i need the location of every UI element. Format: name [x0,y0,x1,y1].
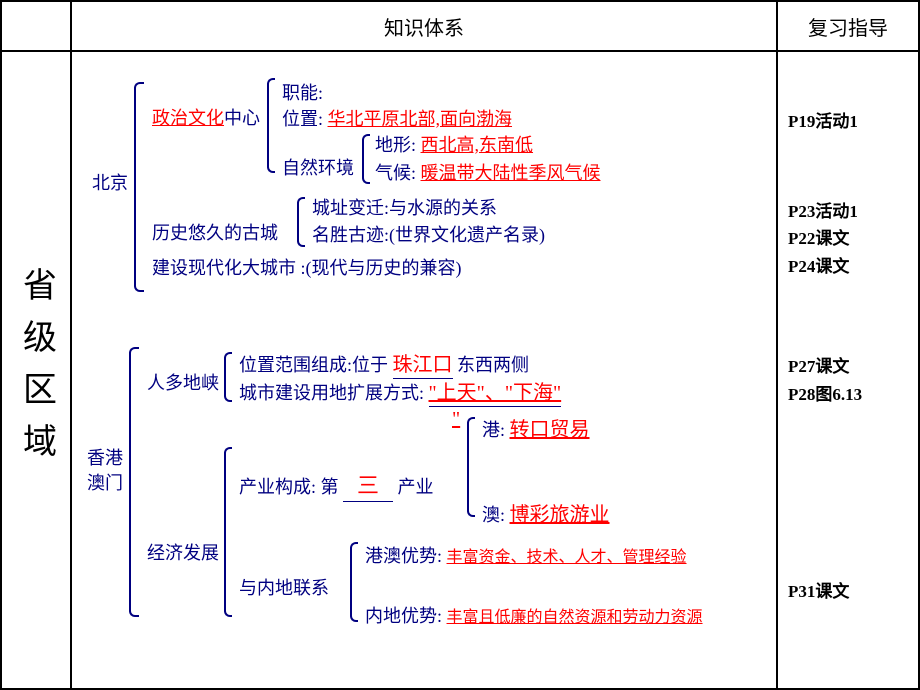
terrain-label: 地形: [375,135,416,155]
industry2-label: 产业 [398,477,434,497]
beijing-label: 北京 [92,172,128,195]
brace-econ [224,447,232,617]
modern-text: 建设现代化大城市 :(现代与历史的兼容) [152,257,462,280]
hk-row: 港: 转口贸易 [482,417,590,443]
guide-4: P24课文 [788,252,849,277]
guide-7: P31课文 [788,577,849,602]
side-text: 东西两侧 [457,355,529,375]
landext-label: 城市建设用地扩展方式: [239,383,424,403]
climate-row: 气候: 暖温带大陆性季风气候 [375,162,601,185]
sky-quote-end: " [452,406,460,432]
sky-val: "上天"、"下海" [429,380,562,407]
hkadv-val: 丰富资金、技术、人才、管理经验 [447,549,687,566]
mladv-row: 内地优势: 丰富且低廉的自然资源和劳动力资源 [365,605,703,629]
mladv-val: 丰富且低廉的自然资源和劳动力资源 [447,609,703,626]
header-left-blank [2,2,72,50]
terrain-val: 西北高,东南低 [421,135,534,155]
brace-hkmo [129,347,139,617]
hk-val: 转口贸易 [510,419,590,441]
guide-5: P27课文 [788,352,849,377]
guide-2: P23活动1 [788,197,858,222]
body-row: 省级区域 北京 政治文化中心 职能: 位置: 华北平原北部,面向渤海 自然环境 … [2,52,918,690]
climate-val: 暖温带大陆性季风气候 [421,163,601,183]
left-column: 省级区域 [2,52,72,690]
polcult-row: 政治文化中心 [152,107,260,130]
hkadv-label: 港澳优势: [365,546,442,566]
pos-val: 华北平原北部,面向渤海 [328,109,513,129]
mladv-label: 内地优势: [365,606,442,626]
brace-env [362,134,370,184]
mo-row: 澳: 博彩旅游业 [482,502,610,528]
brace-polcult [267,78,275,173]
pos-label: 位置: [282,109,323,129]
brace-history [297,197,305,247]
crowd-label: 人多地峡 [147,372,219,395]
posrange-label: 位置范围组成:位于 [239,355,388,375]
mo-val: 博彩旅游业 [510,504,610,526]
landext-row: 城市建设用地扩展方式: "上天"、"下海" [239,380,561,407]
right-column: P19活动1 P23活动1 P22课文 P24课文 P27课文 P28图6.13… [778,52,918,690]
middle-column: 北京 政治文化中心 职能: 位置: 华北平原北部,面向渤海 自然环境 地形: 西… [72,52,778,690]
center-text: 中心 [224,108,260,128]
brace-crowd [224,352,232,402]
polcult-text: 政治文化 [152,108,224,128]
mo-label: 澳门 [87,472,123,495]
heritage-text: 名胜古迹:(世界文化遗产名录) [312,224,545,247]
hk-port-label: 港: [482,420,505,440]
pos-row: 位置: 华北平原北部,面向渤海 [282,108,512,131]
mo-port-label: 澳: [482,505,505,525]
guide-3: P22课文 [788,224,849,249]
industry-label: 产业构成: 第 [239,477,339,497]
industry-row: 产业构成: 第 三 产业 [239,472,434,502]
zhujiang-val: 珠江口 [393,352,453,379]
three-val: 三 [343,472,393,502]
guide-1: P19活动1 [788,107,858,132]
terrain-row: 地形: 西北高,东南低 [375,134,533,157]
history-label: 历史悠久的古城 [152,222,278,245]
header-row: 知识体系 复习指导 [2,2,918,52]
posrange-row: 位置范围组成:位于 珠江口 东西两侧 [239,352,529,379]
vertical-title: 省级区域 [12,267,61,475]
guide-6: P28图6.13 [788,380,862,405]
header-mid: 知识体系 [72,2,778,50]
econ-label: 经济发展 [147,542,219,565]
brace-mainland [350,542,358,622]
header-right: 复习指导 [778,2,918,50]
brace-industry [467,417,475,517]
mainland-label: 与内地联系 [239,577,329,600]
hkadv-row: 港澳优势: 丰富资金、技术、人才、管理经验 [365,545,687,569]
climate-label: 气候: [375,163,416,183]
hk-label: 香港 [87,447,123,470]
env-label: 自然环境 [282,157,354,180]
func-label: 职能: [282,82,323,105]
diagram-container: 知识体系 复习指导 省级区域 北京 政治文化中心 职能: 位置: 华北平原北部,… [0,0,920,690]
sitechange-text: 城址变迁:与水源的关系 [312,197,497,220]
brace-beijing [134,82,144,292]
